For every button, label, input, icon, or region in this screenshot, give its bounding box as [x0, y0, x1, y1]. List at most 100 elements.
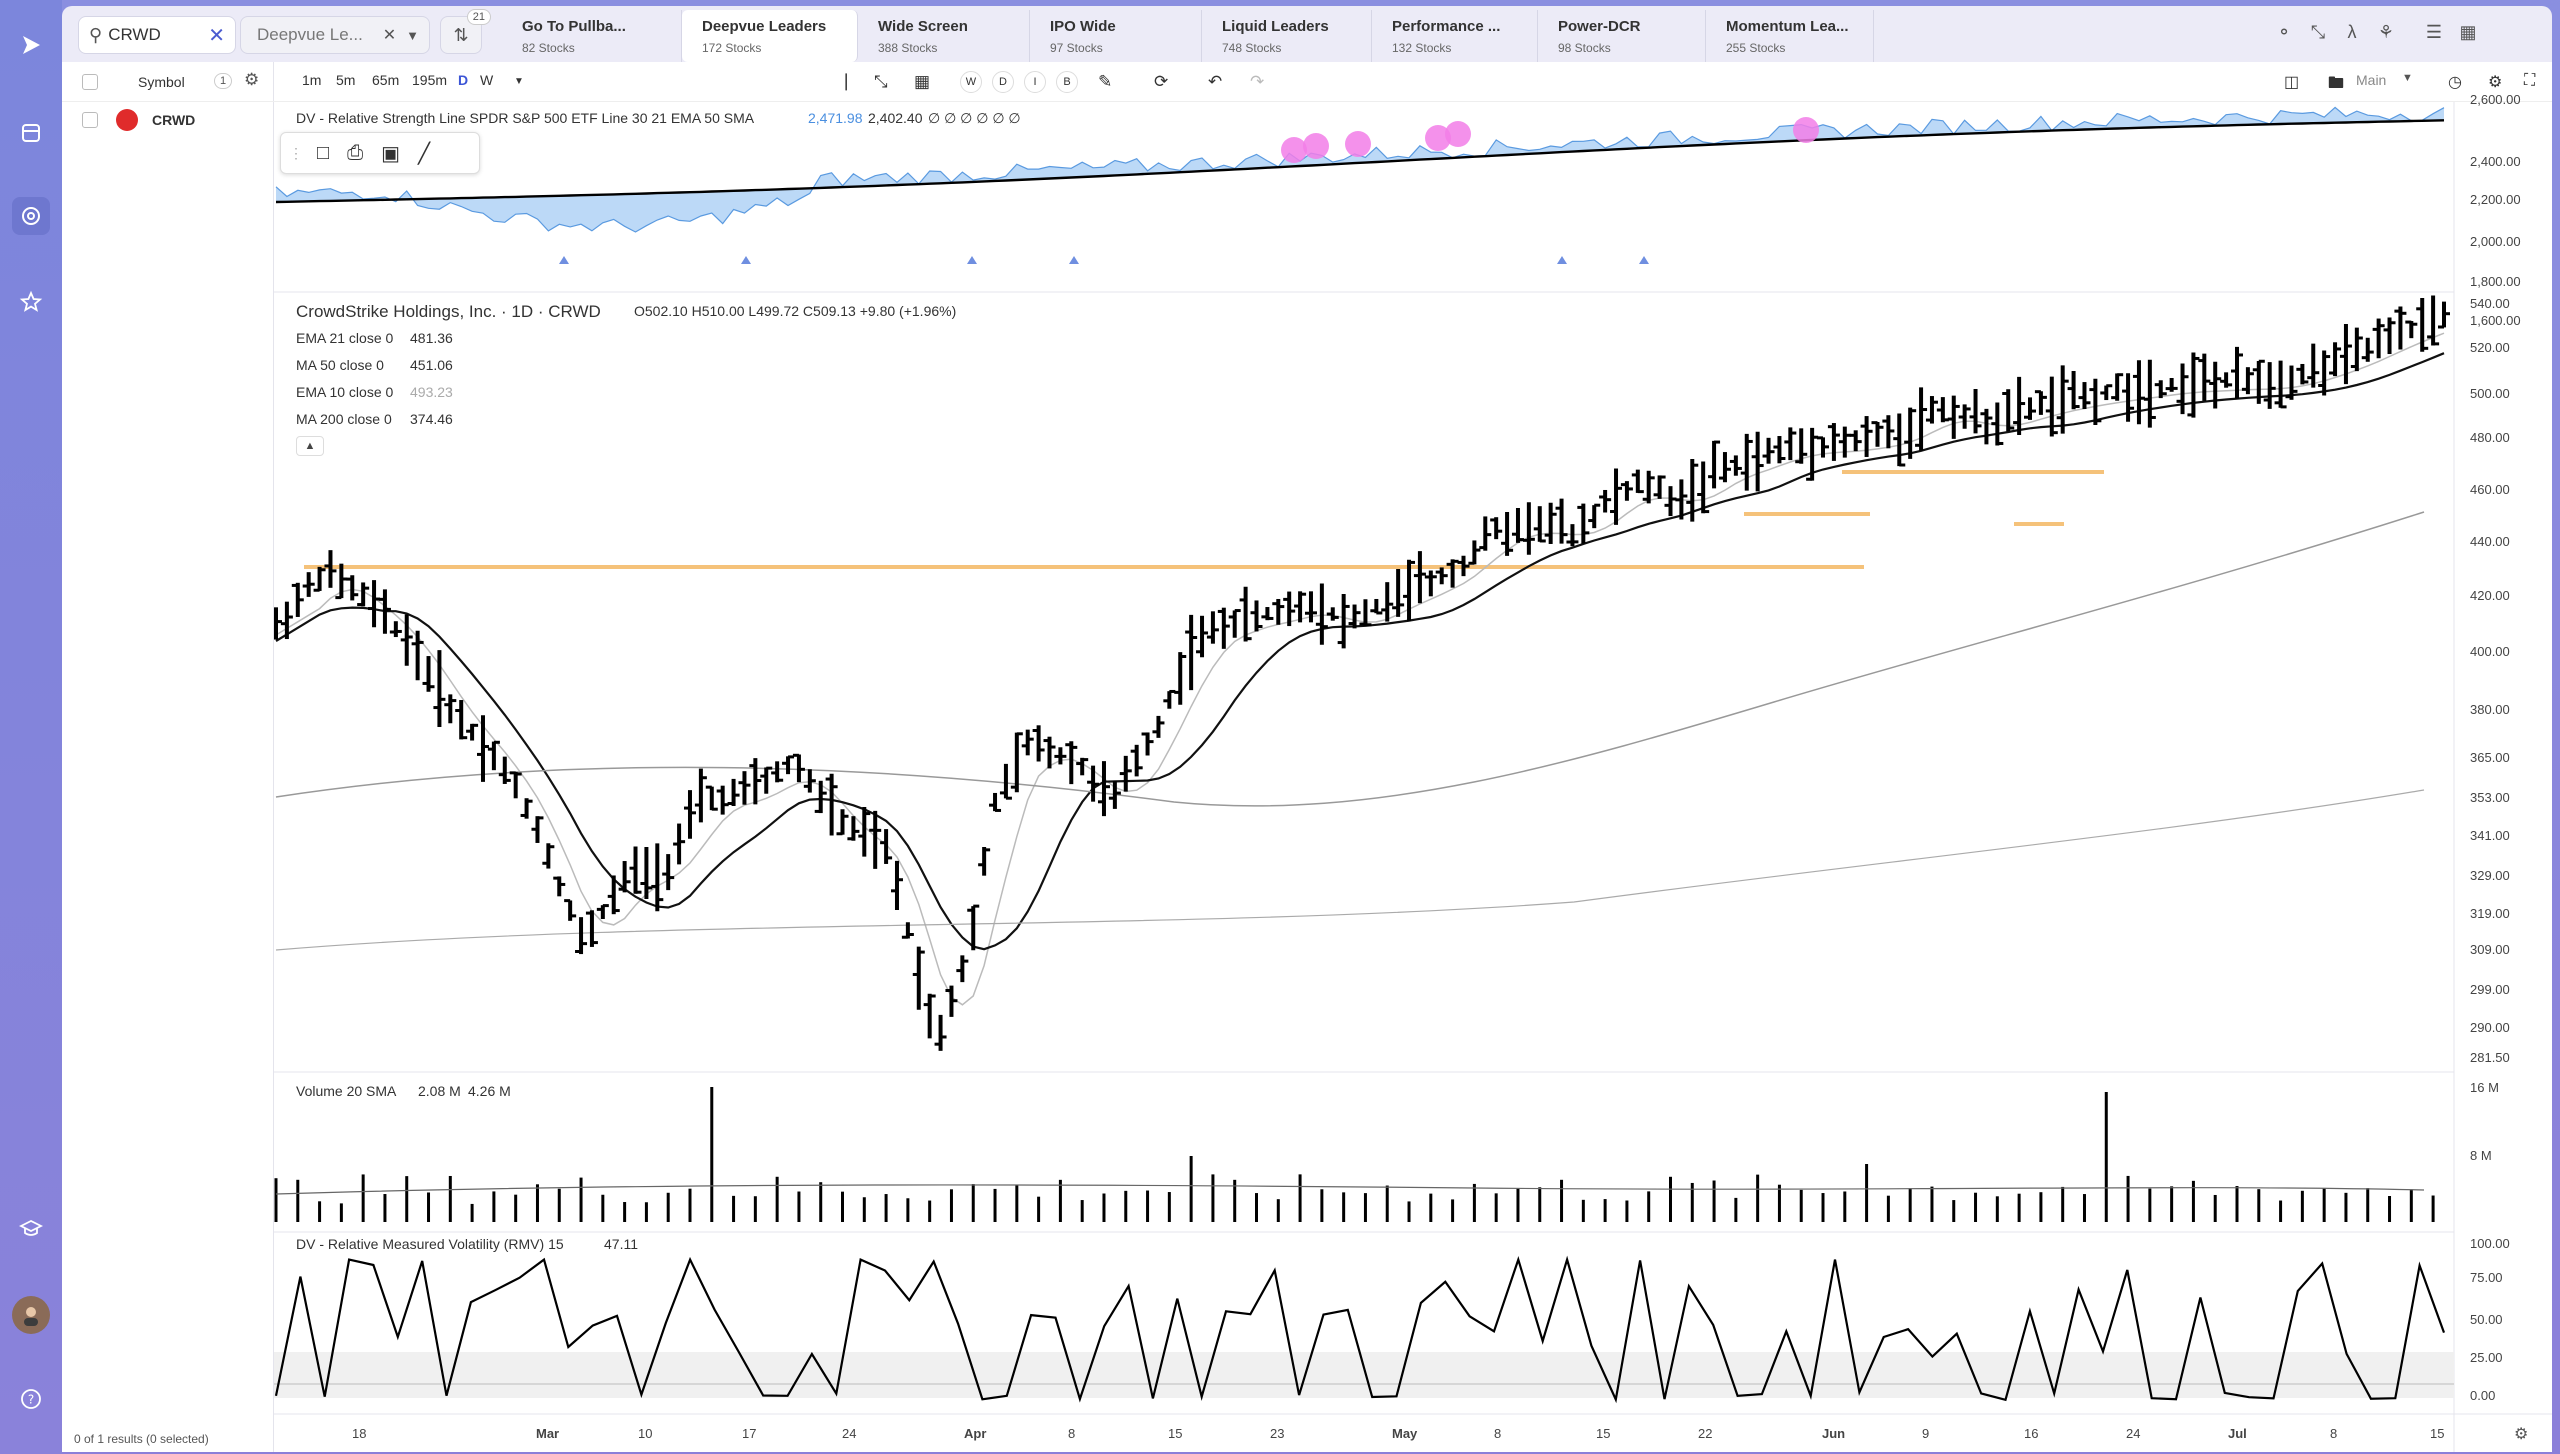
gear-icon[interactable]: ⚙ [244, 70, 260, 89]
mini-chart-button[interactable]: D [992, 71, 1014, 93]
mini-chart-button[interactable]: W [960, 71, 982, 93]
rs-new-high-dot [1793, 117, 1819, 143]
list-view-icon[interactable]: ☰ [2425, 22, 2443, 42]
x-axis-label: 16 [2024, 1426, 2039, 1441]
interval-button[interactable]: 65m [372, 72, 400, 88]
bar-style-icon[interactable]: ⎹ [830, 72, 847, 91]
layout-select[interactable]: Main [2356, 72, 2387, 88]
education-icon[interactable] [12, 1210, 50, 1248]
ohlc-bar [673, 823, 686, 865]
chevron-down-icon[interactable]: ▼ [406, 27, 419, 43]
chevron-down-icon[interactable]: ▼ [2402, 72, 2413, 84]
indicators-icon[interactable]: ⤡ [874, 72, 888, 91]
symbol-search[interactable]: ⚲ CRWD ✕ [78, 16, 236, 54]
ohlc-bar [945, 985, 958, 1017]
ohlc-bar [1250, 600, 1263, 632]
volume-axis-tick: 16 M [2470, 1080, 2499, 1095]
row-checkbox[interactable] [82, 112, 98, 128]
settings-icon[interactable]: ⚙ [2514, 1426, 2529, 1443]
undo-icon[interactable]: ↶ [1208, 72, 1223, 91]
chart-type-icon[interactable]: ⤡ [2310, 22, 2326, 42]
gear-icon[interactable]: ⚙ [2488, 74, 2503, 91]
ohlc-bar [1315, 583, 1328, 645]
star-icon[interactable] [12, 283, 50, 321]
ohlc-bar [1969, 388, 1982, 434]
sort-button[interactable]: ⇅ 21 [440, 9, 491, 54]
tab-watchlist[interactable]: Power-DCR 98 Stocks [1538, 10, 1706, 62]
rmv-line [274, 1255, 2446, 1404]
ohlc-bar [989, 792, 1002, 812]
ohlc-bar [509, 771, 522, 799]
tab-watchlist[interactable]: Liquid Leaders 748 Stocks [1202, 10, 1372, 62]
mini-chart-button[interactable]: B [1056, 71, 1078, 93]
rectangle-tool-icon[interactable]: □ [317, 141, 330, 164]
tab-watchlist[interactable]: IPO Wide 97 Stocks [1030, 10, 1202, 62]
interval-button[interactable]: 1m [302, 72, 322, 88]
ohlc-bar [2067, 371, 2080, 410]
ohlc-bar [2339, 324, 2352, 385]
clear-search-icon[interactable]: ✕ [208, 24, 225, 47]
ohlc-bar [705, 785, 718, 811]
candle-tool-icon[interactable]: ⎙ [347, 141, 364, 164]
interval-button[interactable]: 5m [336, 72, 356, 88]
interval-button[interactable]: 195m [412, 72, 448, 88]
collapse-legend-button[interactable]: ▲ [296, 436, 324, 456]
x-axis-label: 15 [2430, 1426, 2445, 1441]
tab-watchlist[interactable]: Deepvue Leaders 172 Stocks [682, 10, 858, 62]
grid-view-icon[interactable]: ▦ [2459, 22, 2477, 42]
ohlc-bar [1980, 408, 1993, 445]
rmv-axis-tick: 0.00 [2470, 1388, 2496, 1403]
list-item[interactable]: CRWD [62, 102, 274, 138]
ohlc-bar [760, 766, 773, 794]
interval-button[interactable]: W [480, 72, 494, 88]
select-all-checkbox[interactable] [82, 74, 98, 90]
watchlist-icon[interactable] [12, 114, 50, 152]
indicator-value: 481.36 [410, 330, 453, 346]
screener-icon[interactable] [12, 197, 50, 235]
mini-chart-button[interactable]: I [1024, 71, 1046, 93]
templates-icon[interactable]: ▦ [914, 72, 931, 91]
avatar[interactable] [12, 1296, 50, 1334]
ohlc-bar [2198, 353, 2211, 401]
ohlc-bar [782, 755, 795, 775]
note-tool-icon[interactable]: ▣ [381, 142, 400, 165]
tab-watchlist[interactable]: Momentum Lea... 255 Stocks [1706, 10, 1874, 62]
tab-watchlist[interactable]: Go To Pullba... 82 Stocks [502, 10, 682, 62]
eraser-icon[interactable]: ✎ [1098, 72, 1113, 91]
ohlc-bar [2296, 363, 2309, 385]
folder-icon[interactable]: 🖿 [2328, 75, 2345, 92]
tab-watchlist[interactable]: Performance ... 132 Stocks [1372, 10, 1538, 62]
price-axis-tick: 353.00 [2470, 790, 2510, 805]
drag-handle-icon[interactable]: ⋮ [289, 144, 303, 161]
ohlc-bar [1294, 591, 1307, 623]
refresh-icon[interactable]: ⟳ [1154, 72, 1169, 91]
watchlist-select[interactable]: Deepvue Le... ✕ ▼ [240, 16, 430, 54]
help-icon[interactable]: ? [12, 1380, 50, 1418]
clear-watchlist-icon[interactable]: ✕ [382, 27, 397, 44]
price-axis-tick: 290.00 [2470, 1020, 2510, 1035]
x-axis-label: 15 [1596, 1426, 1611, 1441]
alert-icon[interactable]: ⚘ [2377, 22, 2395, 42]
rmv-low-zone [274, 1352, 2454, 1398]
tab-watchlist[interactable]: Wide Screen 388 Stocks [858, 10, 1030, 62]
price-chart[interactable] [274, 62, 2552, 1452]
rmv-axis-tick: 25.00 [2470, 1350, 2503, 1365]
trendline-tool-icon[interactable]: ╱ [418, 142, 431, 165]
layout-icon[interactable]: ◫ [2284, 74, 2300, 91]
ohlc-bar [1555, 498, 1568, 544]
ohlc-bar [2285, 365, 2298, 400]
redo-icon[interactable]: ↷ [1250, 72, 1265, 91]
share-icon[interactable]: ⚬ [2276, 22, 2292, 42]
interval-button[interactable]: D [458, 72, 469, 88]
indicator-icon[interactable]: λ [2347, 22, 2357, 42]
replay-icon[interactable]: ◷ [2448, 74, 2462, 91]
indicator-value: 451.06 [410, 357, 453, 373]
search-input[interactable]: CRWD [108, 25, 161, 44]
logo-icon[interactable] [12, 26, 50, 64]
rmv-value: 47.11 [604, 1236, 638, 1252]
ohlc-bar [1196, 615, 1209, 658]
chevron-down-icon[interactable]: ▼ [514, 76, 524, 87]
tab-count: 97 Stocks [1050, 41, 1103, 55]
fullscreen-icon[interactable]: ⛶ [2524, 72, 2536, 89]
x-axis-label: 8 [1068, 1426, 1076, 1441]
